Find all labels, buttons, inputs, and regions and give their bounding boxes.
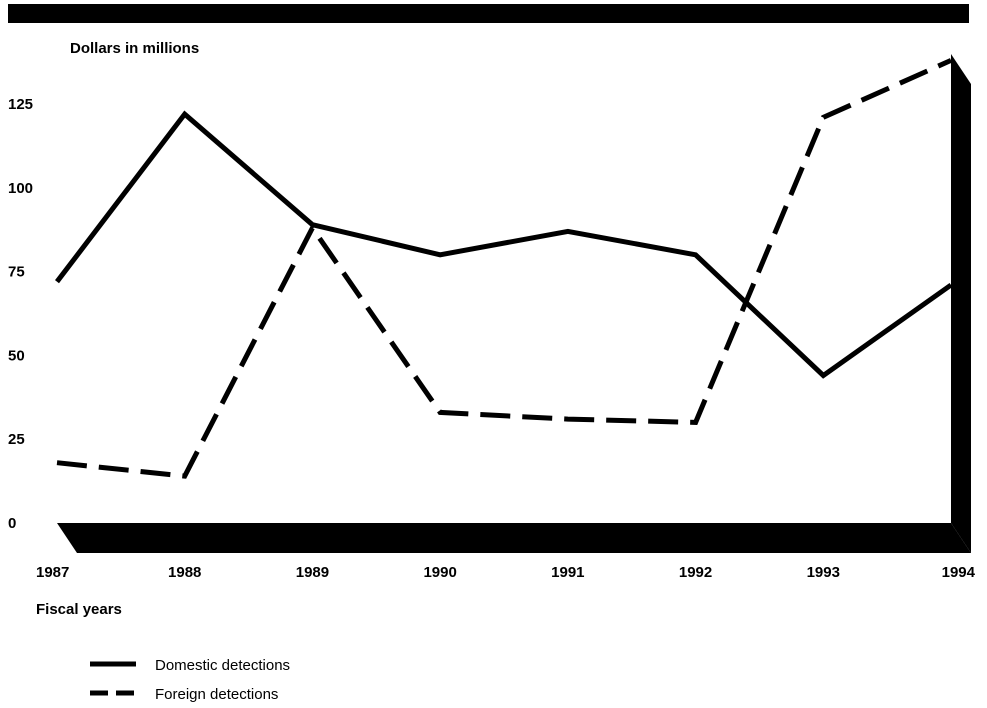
legend-label-foreign: Foreign detections xyxy=(155,686,278,703)
chart-wall-3d xyxy=(951,54,971,553)
x-tick-label: 1990 xyxy=(423,564,456,581)
x-tick-label: 1993 xyxy=(807,564,840,581)
y-tick-labels: 0 25 50 75 100 125 xyxy=(8,96,33,532)
legend-label-domestic: Domestic detections xyxy=(155,657,290,674)
series-line-domestic xyxy=(55,110,953,379)
series-lines xyxy=(55,58,953,479)
series-line-foreign xyxy=(56,58,953,479)
y-tick-label: 125 xyxy=(8,96,33,113)
legend: Domestic detections Foreign detections xyxy=(90,657,290,703)
x-tick-label: 1989 xyxy=(296,564,329,581)
top-frame-bar xyxy=(8,4,969,23)
x-axis-title: Fiscal years xyxy=(36,601,122,618)
y-tick-label: 75 xyxy=(8,264,25,281)
chart-floor-3d xyxy=(57,523,971,553)
y-tick-label: 25 xyxy=(8,431,25,448)
y-tick-label: 100 xyxy=(8,180,33,197)
y-axis-title: Dollars in millions xyxy=(70,40,199,57)
x-tick-label: 1991 xyxy=(551,564,584,581)
x-tick-label: 1992 xyxy=(679,564,712,581)
x-tick-label: 1987 xyxy=(36,564,69,581)
y-tick-label: 0 xyxy=(8,515,16,532)
x-tick-label: 1988 xyxy=(168,564,201,581)
x-tick-labels: 1987 1988 1989 1990 1991 1992 1993 1994 xyxy=(36,564,976,581)
x-tick-label: 1994 xyxy=(942,564,976,581)
y-tick-label: 50 xyxy=(8,347,25,364)
